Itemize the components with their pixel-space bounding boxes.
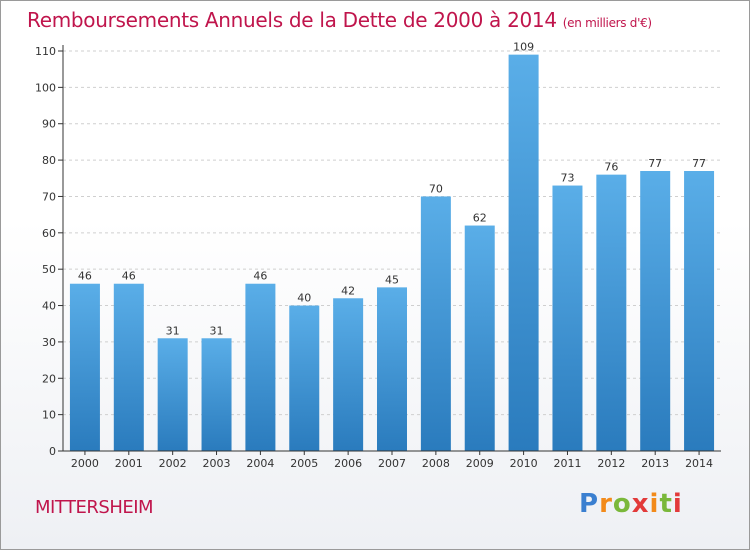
x-tick-label: 2006 [334, 457, 362, 470]
y-tick-label: 80 [42, 154, 56, 167]
value-label: 73 [560, 172, 574, 185]
value-label: 46 [253, 270, 267, 283]
y-tick-label: 110 [35, 45, 56, 58]
x-tick-label: 2009 [466, 457, 494, 470]
x-tick-label: 2003 [203, 457, 231, 470]
value-label: 46 [122, 270, 136, 283]
bar-2012 [596, 174, 627, 452]
y-tick-label: 100 [35, 81, 56, 94]
value-label: 45 [385, 273, 399, 286]
x-tick-label: 2008 [422, 457, 450, 470]
y-tick-label: 0 [49, 445, 56, 458]
bar-2009 [464, 225, 495, 451]
value-label: 70 [429, 182, 443, 195]
value-label: 31 [166, 324, 180, 337]
value-label: 46 [78, 270, 92, 283]
bar-2008 [420, 196, 451, 451]
bar-2010 [508, 54, 539, 452]
value-label: 62 [473, 212, 487, 225]
axes: 0 10 20 30 40 50 60 70 80 90 100 110 2000 2001 2002 200… [35, 45, 721, 470]
x-tick-label: 2000 [71, 457, 99, 470]
value-label: 31 [210, 324, 224, 337]
chart-title: Remboursements Annuels de la Dette de 20… [27, 8, 652, 32]
bar-2013 [640, 171, 671, 451]
y-tick-label: 60 [42, 227, 56, 240]
proxiti-logo: Proxiti [579, 489, 683, 519]
x-tick-label: 2011 [553, 457, 581, 470]
bar-2000 [69, 283, 100, 451]
x-tick-label: 2005 [290, 457, 318, 470]
value-label: 76 [604, 161, 618, 174]
bar-2006 [333, 298, 364, 451]
y-tick-label: 20 [42, 372, 56, 385]
y-tick-label: 40 [42, 300, 56, 313]
title-text: Remboursements Annuels de la Dette de 20… [27, 8, 557, 32]
y-tick-label: 50 [42, 263, 56, 276]
value-label: 77 [648, 157, 662, 170]
value-label: 77 [692, 157, 706, 170]
bars: 46 46 31 31 46 40 42 45 70 62 109 73 76 77 77 [69, 41, 715, 452]
x-tick-label: 2001 [115, 457, 143, 470]
commune-name: MITTERSHEIM [35, 497, 154, 518]
bar-2002 [157, 338, 188, 451]
bar-2003 [201, 338, 232, 451]
y-tick-label: 70 [42, 190, 56, 203]
y-tick-label: 10 [42, 409, 56, 422]
value-label: 42 [341, 284, 355, 297]
bar-2007 [377, 287, 407, 451]
y-tick-label: 90 [42, 118, 56, 131]
x-tick-label: 2007 [378, 457, 406, 470]
x-tick-label: 2002 [159, 457, 187, 470]
x-tick-label: 2010 [510, 457, 538, 470]
bar-2011 [552, 185, 583, 451]
x-tick-label: 2013 [641, 457, 669, 470]
y-tick-label: 30 [42, 336, 56, 349]
value-label: 109 [513, 41, 534, 54]
bar-2001 [113, 283, 144, 451]
x-tick-label: 2004 [246, 457, 274, 470]
x-tick-label: 2014 [685, 457, 713, 470]
bar-2004 [245, 283, 276, 451]
title-unit: (en milliers d'€) [562, 16, 652, 30]
value-label: 40 [297, 292, 311, 305]
bar-2014 [684, 171, 715, 451]
x-tick-label: 2012 [597, 457, 625, 470]
bar-2005 [289, 305, 320, 451]
